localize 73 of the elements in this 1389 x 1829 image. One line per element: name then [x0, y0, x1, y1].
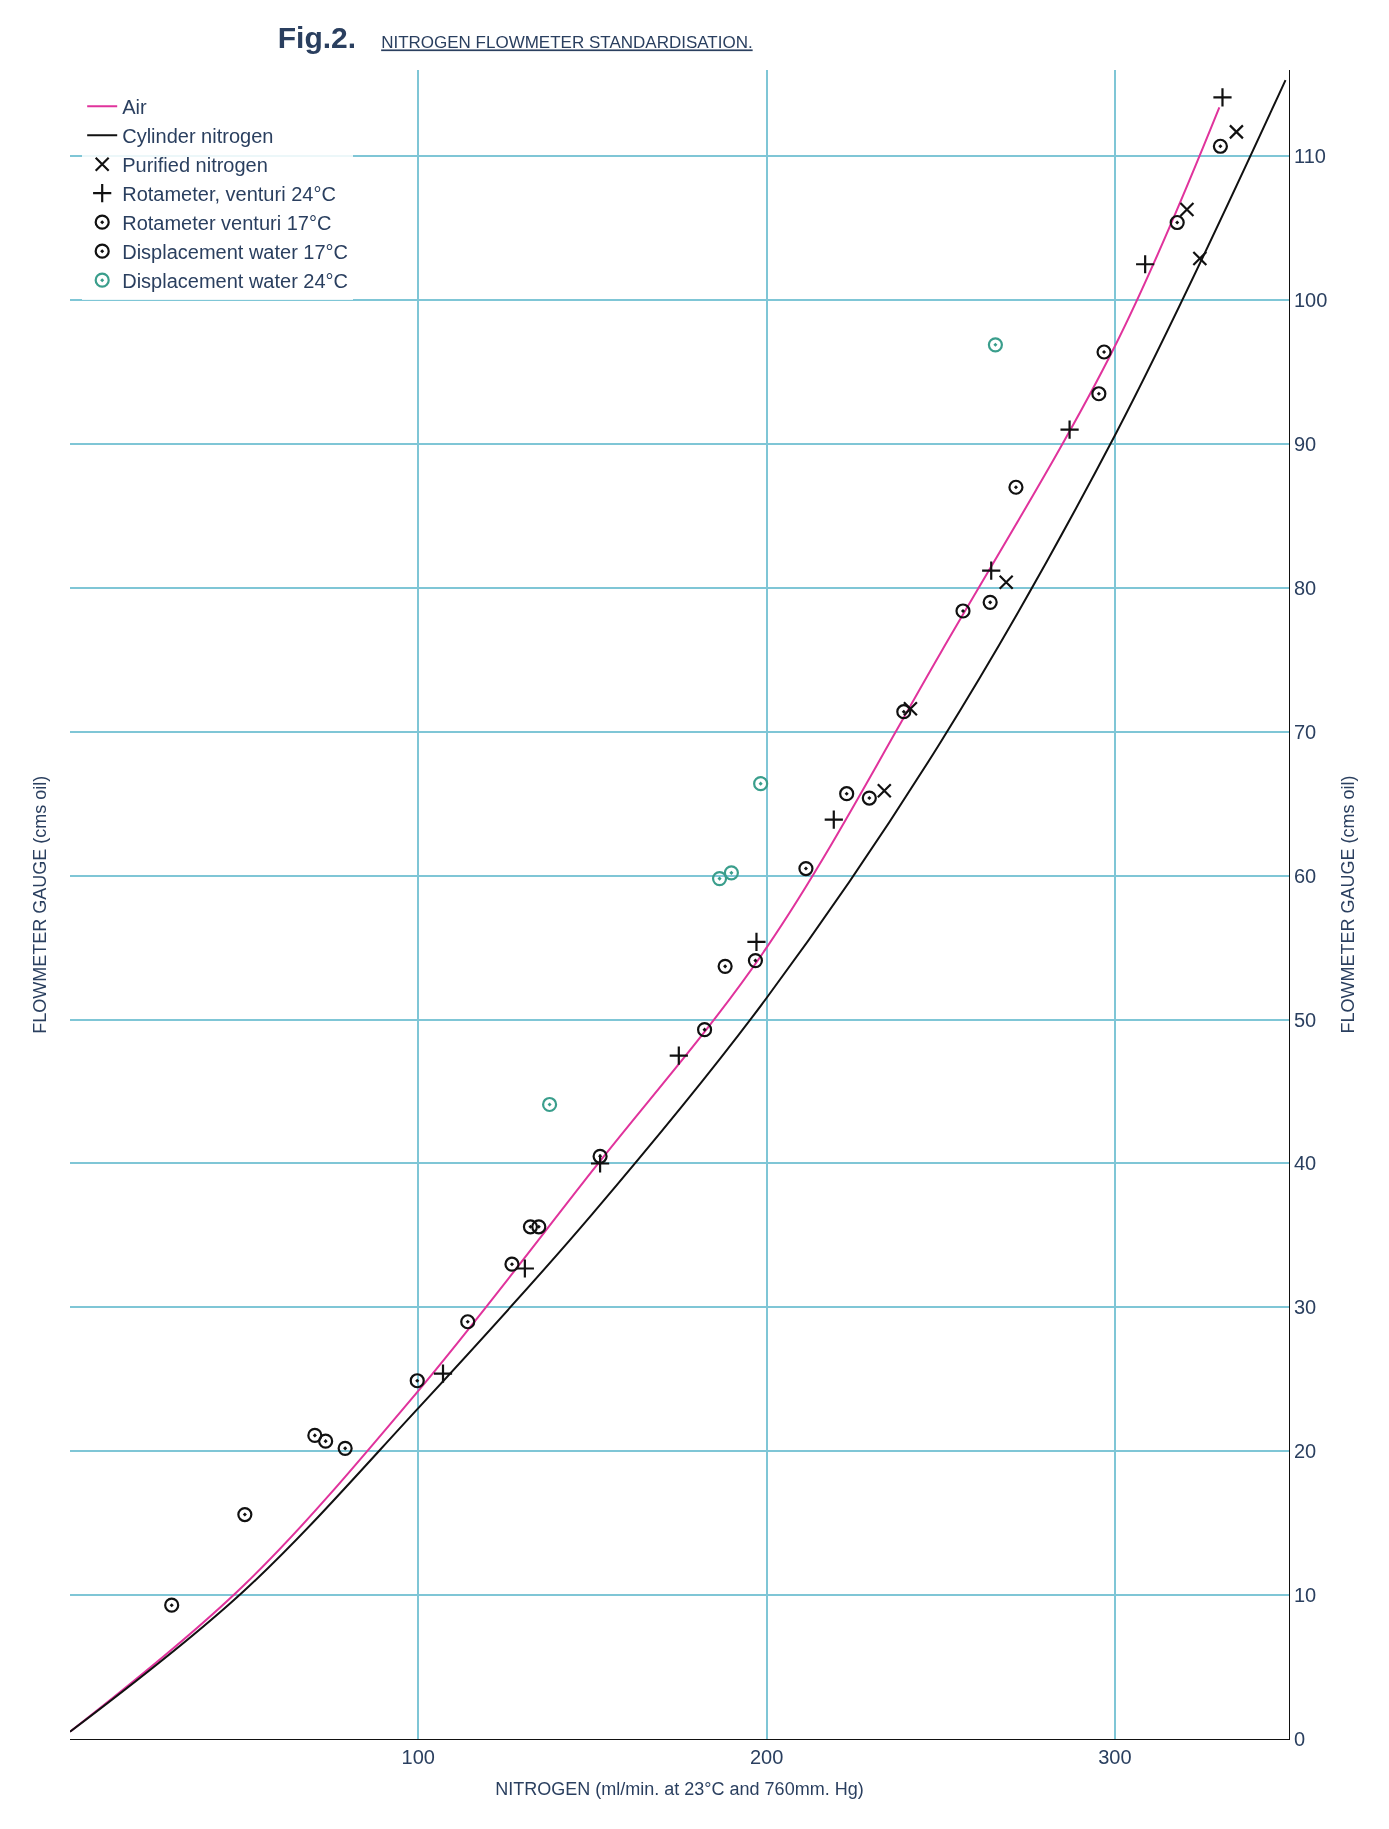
point [1008, 479, 1024, 495]
point [1169, 214, 1185, 231]
y-tick-label: 50 [1294, 1008, 1317, 1031]
chart-subtitle: NITROGEN FLOWMETER STANDARDISATION. [381, 33, 753, 53]
point [542, 1096, 558, 1113]
point [896, 704, 912, 720]
point [839, 786, 855, 802]
point [987, 337, 1003, 353]
point [981, 560, 1002, 581]
y-tick-label: 0 [1294, 1728, 1306, 1750]
point [1192, 250, 1208, 267]
text: FLOWMETER GAUGE (cms oil) [29, 775, 50, 1034]
point [861, 790, 877, 806]
point [164, 1597, 180, 1613]
point [531, 1219, 547, 1235]
y-tick-label: 90 [1294, 433, 1317, 456]
point [1179, 201, 1195, 218]
legend-label: Rotameter venturi 17°C [122, 211, 332, 234]
y-tick-label: 100 [1294, 289, 1328, 312]
y-tick-label: 40 [1294, 1152, 1317, 1175]
point [504, 1256, 520, 1272]
point [409, 1373, 425, 1389]
y-tick-label: 70 [1294, 720, 1317, 743]
point [522, 1219, 539, 1235]
point [592, 1148, 608, 1164]
point [1059, 419, 1080, 440]
point [668, 1045, 689, 1066]
point [955, 603, 971, 619]
point [318, 1433, 334, 1449]
point [998, 574, 1014, 590]
x-tick-label: 100 [401, 1746, 435, 1768]
point [711, 871, 728, 887]
point [337, 1440, 353, 1456]
legend-label: Purified nitrogen [122, 153, 268, 176]
legend-label: Cylinder nitrogen [122, 124, 274, 147]
point [1228, 124, 1245, 140]
point [237, 1506, 253, 1523]
legend-label: Displacement water 17°C [122, 240, 349, 263]
x-tick-label: 200 [749, 1746, 784, 1768]
y-tick-label: 110 [1294, 145, 1326, 168]
point [723, 865, 739, 881]
point [1212, 138, 1228, 154]
y-tick-label: 60 [1294, 864, 1317, 887]
y-axis-title: FLOWMETER GAUGE (cms oil) [1338, 775, 1359, 1034]
point [696, 1022, 713, 1038]
point [514, 1258, 536, 1279]
point [1212, 87, 1233, 108]
y-tick-label: 30 [1294, 1296, 1317, 1319]
point [982, 594, 998, 610]
point [823, 809, 844, 830]
point [1091, 386, 1107, 402]
x-tick-label: 300 [1098, 1746, 1132, 1768]
point [589, 1153, 611, 1174]
point [902, 701, 919, 717]
point [753, 776, 769, 792]
point [307, 1427, 323, 1443]
x-axis-title: NITROGEN (ml/min. at 23°C and 760mm. Hg) [495, 1779, 864, 1800]
point [1096, 344, 1112, 360]
y-tick-label: 10 [1294, 1584, 1317, 1607]
point [432, 1363, 454, 1384]
chart-title: Fig.2. [277, 21, 357, 55]
point [1134, 254, 1156, 275]
point [876, 783, 892, 799]
point [798, 860, 814, 877]
point [747, 953, 764, 969]
point [717, 958, 733, 974]
legend-label: Air [122, 95, 147, 118]
point [460, 1314, 476, 1330]
y-tick-label: 80 [1294, 576, 1317, 599]
legend-label: Displacement water 24°C [122, 269, 349, 292]
legend-label: Rotameter, venturi 24°C [122, 182, 336, 205]
point [746, 931, 767, 953]
y-tick-label: 20 [1294, 1440, 1317, 1463]
